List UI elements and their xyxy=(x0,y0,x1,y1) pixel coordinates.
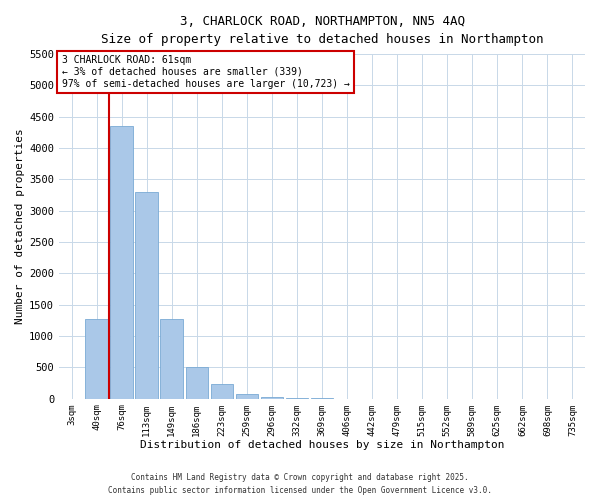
Y-axis label: Number of detached properties: Number of detached properties xyxy=(15,128,25,324)
Bar xyxy=(211,384,233,398)
X-axis label: Distribution of detached houses by size in Northampton: Distribution of detached houses by size … xyxy=(140,440,504,450)
Text: Contains HM Land Registry data © Crown copyright and database right 2025.
Contai: Contains HM Land Registry data © Crown c… xyxy=(108,474,492,495)
Bar xyxy=(160,318,183,398)
Title: 3, CHARLOCK ROAD, NORTHAMPTON, NN5 4AQ
Size of property relative to detached hou: 3, CHARLOCK ROAD, NORTHAMPTON, NN5 4AQ S… xyxy=(101,15,543,46)
Bar xyxy=(185,368,208,398)
Bar xyxy=(236,394,258,398)
Bar xyxy=(110,126,133,398)
Bar xyxy=(85,319,108,398)
Bar xyxy=(260,397,283,398)
Bar xyxy=(136,192,158,398)
Text: 3 CHARLOCK ROAD: 61sqm
← 3% of detached houses are smaller (339)
97% of semi-det: 3 CHARLOCK ROAD: 61sqm ← 3% of detached … xyxy=(62,56,349,88)
